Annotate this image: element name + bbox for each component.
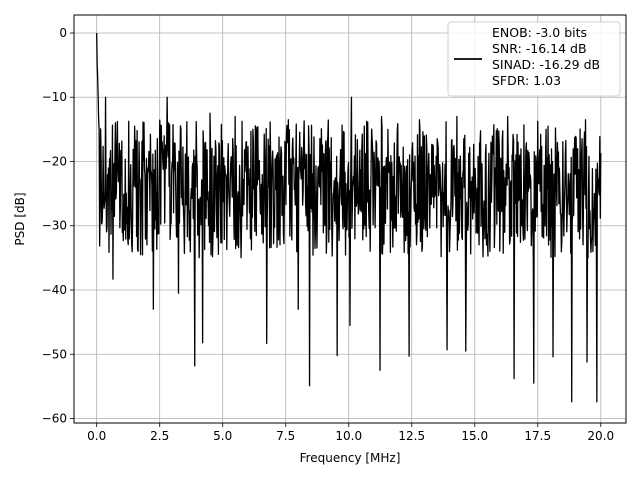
legend-entry-line: SINAD: -16.29 dB: [492, 57, 600, 72]
x-tick-label: 0.0: [87, 429, 106, 443]
x-tick-label: 7.5: [276, 429, 295, 443]
y-tick-label: −40: [42, 283, 67, 297]
x-tick-label: 10.0: [335, 429, 362, 443]
series-group: [96, 32, 602, 403]
y-tick-label: −30: [42, 219, 67, 233]
legend-box: [447, 21, 621, 97]
y-tick-label: −20: [42, 154, 67, 168]
psd-series-line: [96, 32, 602, 403]
y-tick-label: −60: [42, 412, 67, 426]
x-tick-label: 2.5: [150, 429, 169, 443]
y-tick-label: −10: [42, 90, 67, 104]
y-axis-ticks: 0 −10 −20 −30 −40 −50 −60: [42, 26, 74, 426]
y-tick-label: −50: [42, 347, 67, 361]
x-tick-label: 17.5: [524, 429, 551, 443]
legend-entry-line: SNR: -16.14 dB: [492, 41, 587, 56]
x-tick-label: 12.5: [398, 429, 425, 443]
x-tick-label: 20.0: [587, 429, 614, 443]
x-axis-ticks: 0.0 2.5 5.0 7.5 10.0 12.5 15.0 17.5 20.0: [87, 423, 614, 443]
legend-entry-line: SFDR: 1.03: [492, 73, 561, 88]
x-tick-label: 15.0: [461, 429, 488, 443]
x-tick-label: 5.0: [213, 429, 232, 443]
plot-frame: [73, 14, 627, 424]
x-axis-label: Frequency [MHz]: [300, 451, 401, 465]
y-axis-label: PSD [dB]: [13, 192, 27, 245]
legend-entry-line: ENOB: -3.0 bits: [492, 25, 587, 40]
y-tick-label: 0: [59, 26, 67, 40]
